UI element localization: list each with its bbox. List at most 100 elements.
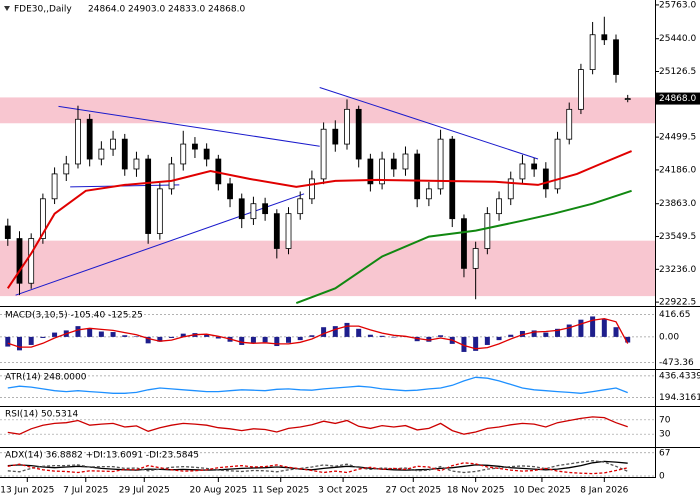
indicator-bar — [332, 326, 338, 337]
candle-body — [51, 173, 58, 200]
indicator-bar — [578, 319, 584, 337]
candle-body — [472, 248, 479, 269]
y-tick-label: 22922.5 — [659, 298, 696, 308]
candle-body — [414, 153, 421, 200]
indicator-bar — [543, 332, 549, 337]
y-tick-label: 24186.0 — [659, 165, 696, 175]
candle-body — [461, 218, 467, 269]
indicator-tick-label: 194.3161 — [659, 393, 700, 403]
candle-body — [156, 188, 163, 234]
candle-body — [250, 203, 257, 220]
indicator-bar — [239, 336, 245, 345]
indicator-line — [7, 460, 628, 471]
candle-body — [367, 158, 374, 185]
x-tick-label: 11 Sep 2025 — [252, 486, 309, 496]
x-tick-label: 20 Aug 2025 — [190, 486, 248, 496]
candle-body — [110, 138, 116, 150]
candle-body — [285, 213, 292, 249]
indicator-bar — [16, 336, 22, 351]
indicator-bar — [473, 336, 479, 351]
candle-body — [425, 188, 432, 200]
candle-body — [39, 198, 46, 239]
indicator-tick-label: 0 — [659, 472, 665, 482]
indicator-bar — [274, 336, 280, 347]
indicator-panel — [0, 416, 655, 435]
candle-body — [309, 178, 315, 200]
indicator-bar — [133, 336, 139, 337]
x-tick-label: 27 Oct 2025 — [385, 486, 441, 496]
indicator-bar — [508, 334, 514, 337]
candle-body — [589, 34, 596, 70]
indicator-tick-label: -473.36 — [659, 358, 694, 368]
candle-body — [542, 168, 549, 190]
moving-average — [6, 150, 632, 289]
indicator-label: RSI(14) 50.5314 — [5, 410, 78, 420]
indicator-bar — [52, 332, 58, 337]
candle-body — [273, 213, 280, 249]
indicator-tick-label: 67 — [659, 448, 670, 458]
chart-title: FDE30,,Daily — [14, 5, 72, 15]
candle-body — [28, 238, 35, 284]
candle-body — [168, 163, 175, 190]
indicator-bar — [75, 326, 81, 337]
candle-body — [63, 163, 70, 175]
indicator-bar — [344, 322, 350, 337]
candle-body — [355, 108, 362, 160]
indicator-panel — [0, 375, 655, 398]
indicator-line — [7, 376, 628, 394]
plot-area — [0, 16, 655, 477]
ohlc-high: 24903.0 — [128, 5, 165, 15]
candle-body — [75, 118, 81, 165]
y-tick-label: 23549.5 — [659, 232, 696, 242]
candle-body — [507, 178, 514, 200]
indicator-bar — [250, 336, 256, 343]
indicator-bar — [601, 319, 607, 337]
indicator-label: MACD(3,10,5) -105.40 -125.25 — [5, 311, 143, 321]
candle-body — [145, 158, 152, 234]
indicator-bar — [379, 335, 385, 337]
candle-body — [578, 69, 584, 110]
y-tick-label: 25763.0 — [659, 0, 696, 10]
candle-body — [613, 39, 619, 75]
x-tick-label: 13 Jun 2025 — [0, 486, 54, 496]
indicator-bar — [566, 324, 572, 337]
indicator-bar — [157, 336, 163, 342]
indicator-bar — [625, 336, 631, 343]
indicator-bar — [169, 336, 175, 338]
candle-body — [86, 118, 93, 160]
last-price-label: 24868.0 — [659, 94, 696, 104]
indicator-panel — [0, 452, 655, 477]
candle-body — [390, 158, 397, 170]
indicator-bar — [5, 336, 11, 347]
candle-body — [379, 158, 385, 185]
indicator-line — [7, 460, 628, 474]
candle-body — [121, 138, 128, 170]
candle-body — [98, 148, 105, 160]
indicator-bar — [461, 336, 467, 352]
ohlc-open: 24864.0 — [88, 5, 125, 15]
candle-body — [332, 128, 339, 145]
x-tick-label: 8 Jan 2026 — [580, 486, 628, 496]
indicator-bar — [286, 336, 292, 343]
x-tick-label: 10 Dec 2025 — [513, 486, 571, 496]
indicator-label: ADX(14) 36.8882 +DI:13.6091 -DI:23.5845 — [5, 451, 199, 461]
candle-body — [297, 198, 304, 215]
candle-body — [180, 143, 187, 165]
indicator-bar — [204, 334, 210, 337]
candle-body — [262, 203, 269, 215]
indicator-bar — [496, 336, 502, 341]
indicator-bar — [215, 336, 221, 339]
candle-body — [320, 128, 327, 180]
indicator-bar — [391, 336, 397, 338]
candle-body — [496, 198, 502, 215]
x-tick-label: 18 Nov 2025 — [447, 486, 505, 496]
indicator-bar — [309, 335, 315, 337]
indicator-tick-label: 70 — [659, 415, 671, 425]
y-tick-label: 24499.5 — [659, 133, 696, 143]
indicator-tick-label: 0.00 — [659, 332, 679, 342]
x-tick-label: 3 Oct 2025 — [318, 486, 368, 496]
indicator-tick-label: 416.65 — [659, 310, 691, 320]
indicator-bar — [180, 333, 186, 337]
indicator-bar — [145, 336, 151, 344]
